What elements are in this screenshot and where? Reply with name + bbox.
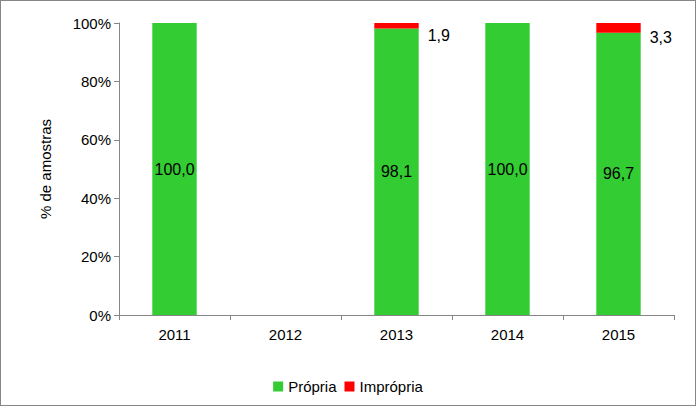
- svg-text:60%: 60%: [81, 131, 111, 148]
- svg-text:2012: 2012: [269, 326, 302, 343]
- svg-text:100,0: 100,0: [154, 161, 194, 178]
- svg-text:2015: 2015: [602, 326, 635, 343]
- svg-text:Imprópria: Imprópria: [360, 378, 424, 395]
- svg-text:Própria: Própria: [288, 378, 337, 395]
- svg-text:96,7: 96,7: [603, 165, 634, 182]
- svg-text:% de amostras: % de amostras: [37, 119, 54, 219]
- svg-text:20%: 20%: [81, 248, 111, 265]
- svg-text:98,1: 98,1: [381, 163, 412, 180]
- svg-text:100,0: 100,0: [487, 161, 527, 178]
- svg-text:3,3: 3,3: [650, 29, 672, 46]
- svg-text:2014: 2014: [491, 326, 524, 343]
- svg-text:2013: 2013: [380, 326, 413, 343]
- svg-text:100%: 100%: [73, 15, 111, 32]
- svg-text:0%: 0%: [89, 307, 111, 324]
- svg-text:1,9: 1,9: [428, 27, 450, 44]
- svg-text:80%: 80%: [81, 73, 111, 90]
- svg-text:2011: 2011: [158, 326, 190, 343]
- svg-text:40%: 40%: [81, 190, 111, 207]
